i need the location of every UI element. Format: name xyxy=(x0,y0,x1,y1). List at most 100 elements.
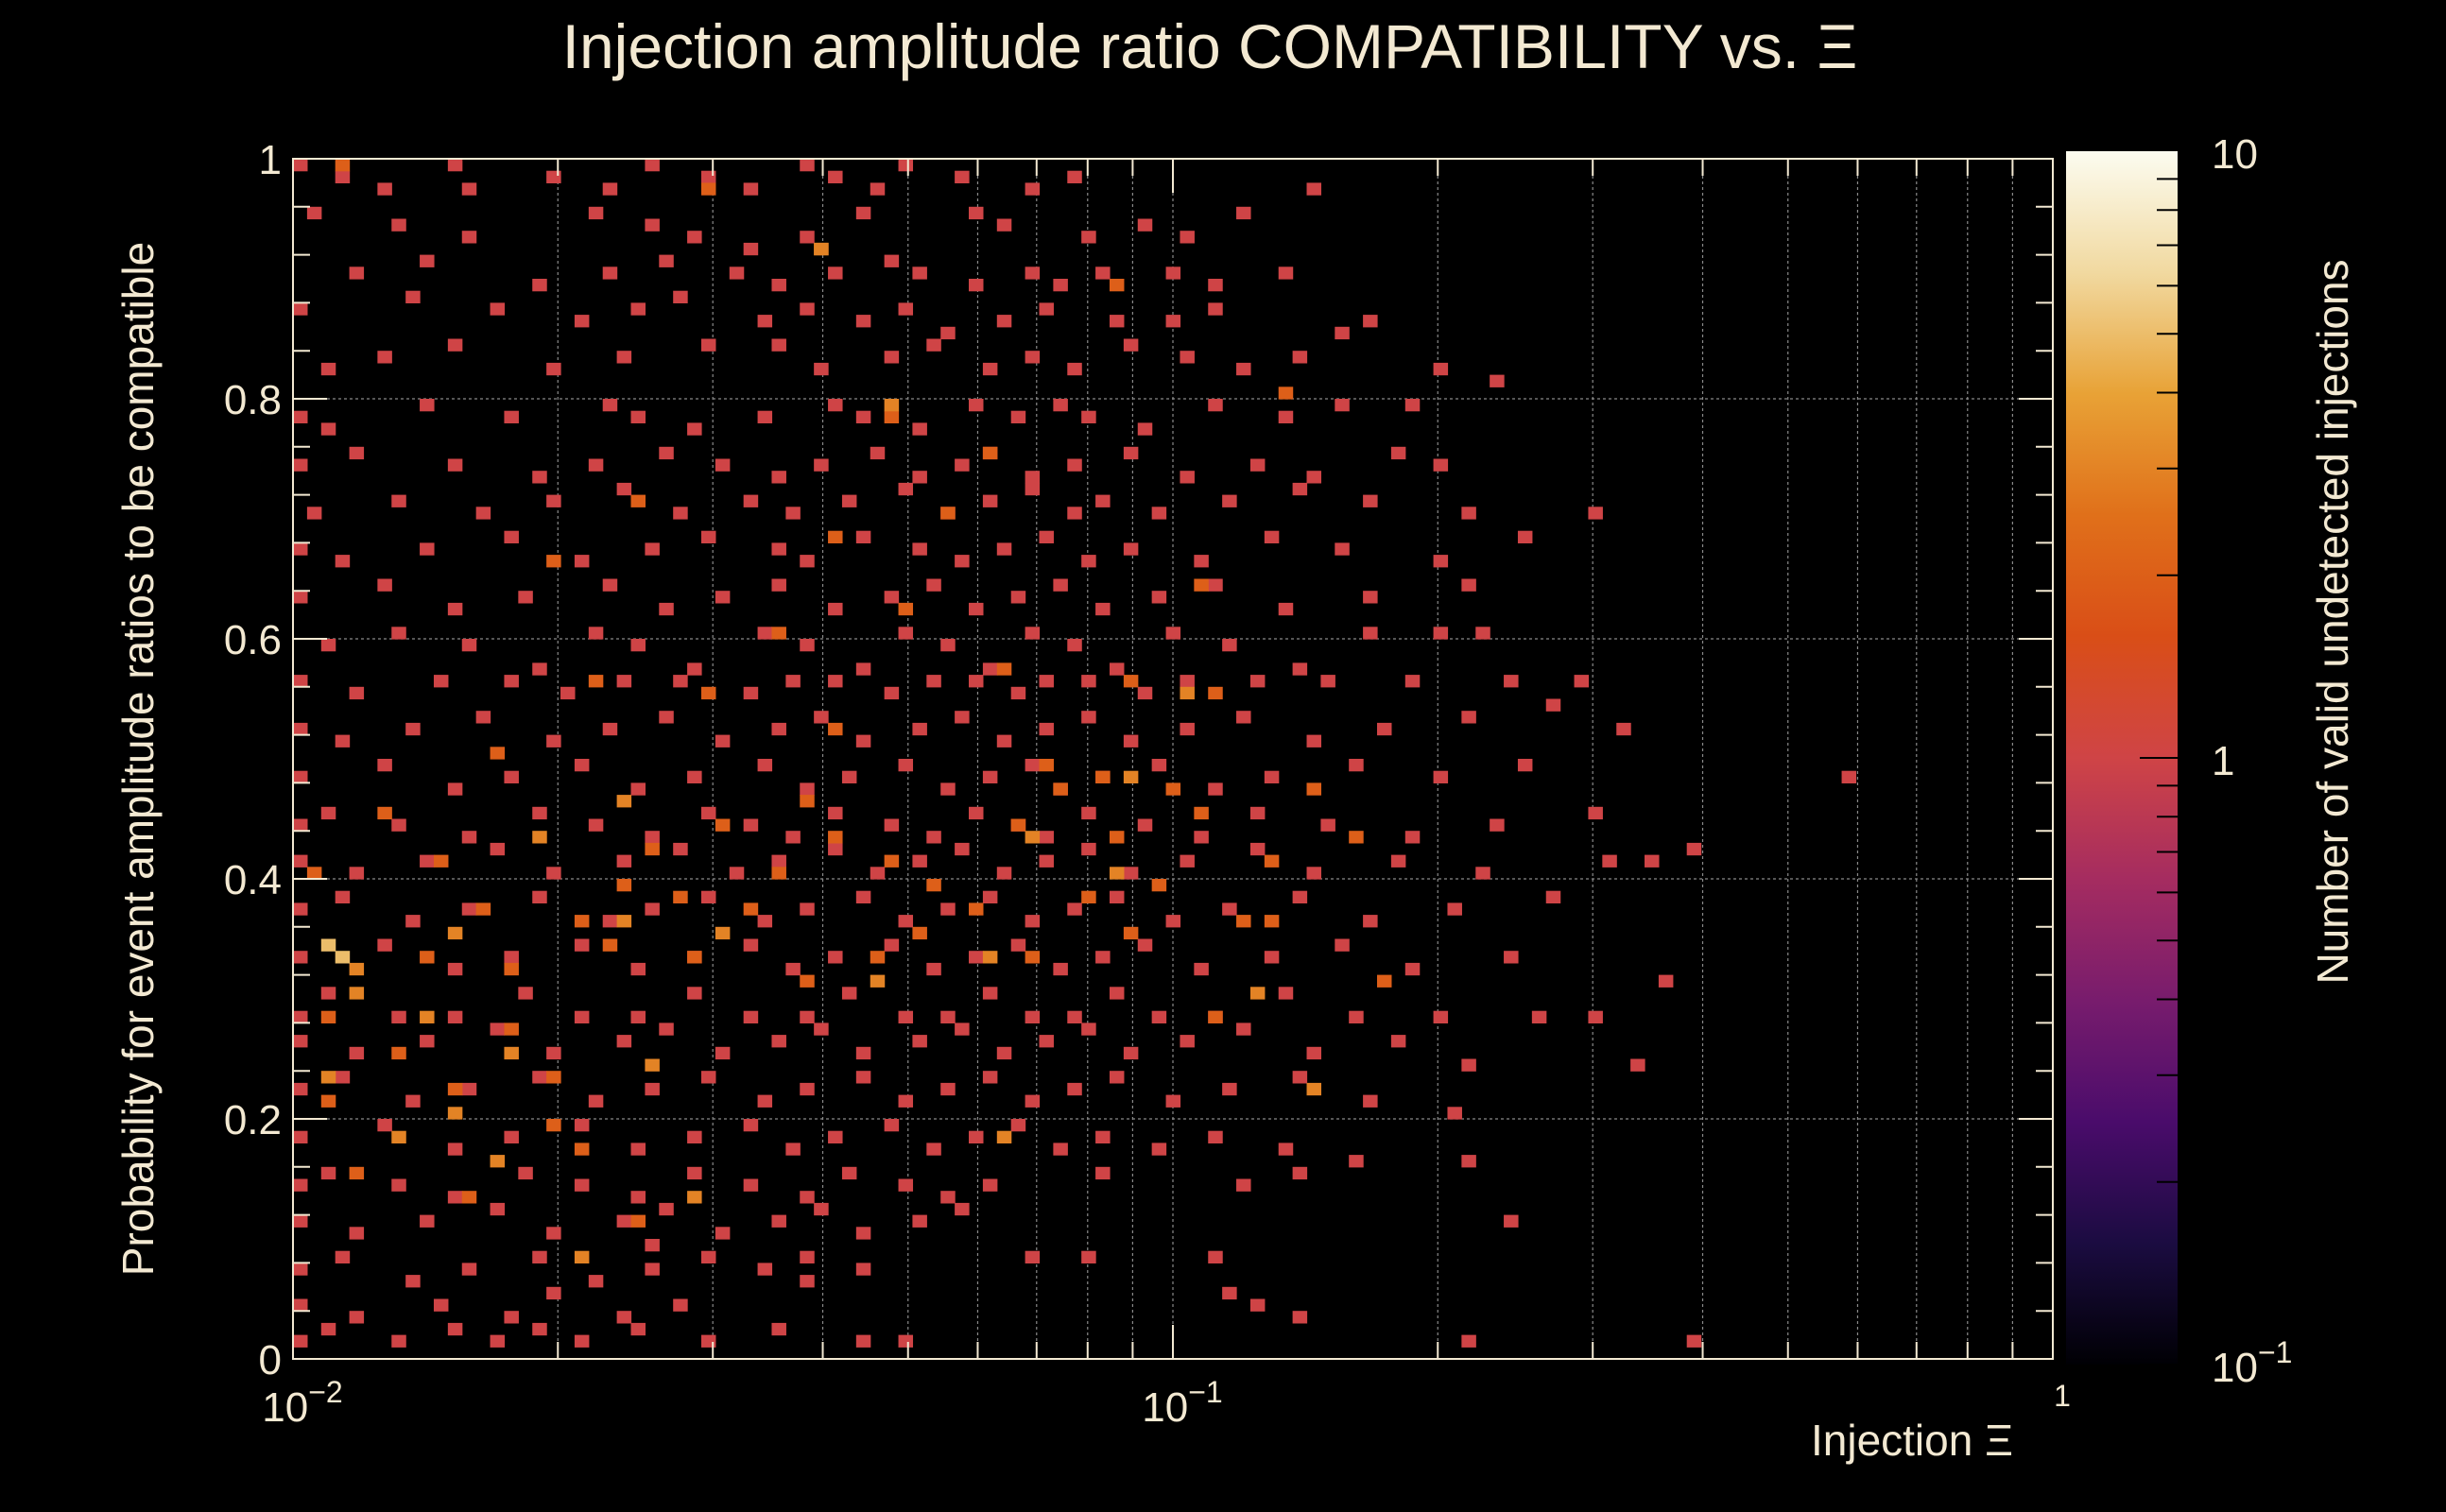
heatmap-cell xyxy=(1588,806,1603,820)
heatmap-cell xyxy=(461,1191,477,1204)
heatmap-cell xyxy=(630,639,646,652)
heatmap-cell xyxy=(532,806,547,820)
heatmap-cell xyxy=(1053,279,1068,292)
heatmap-cell xyxy=(504,1311,519,1324)
heatmap-cell xyxy=(391,1334,406,1348)
heatmap-cell xyxy=(490,1022,506,1036)
heatmap-cell xyxy=(1180,471,1195,484)
heatmap-cell xyxy=(743,686,759,700)
heatmap-cell xyxy=(884,938,900,952)
heatmap-cell xyxy=(771,471,786,484)
heatmap-cell xyxy=(461,1082,477,1096)
heatmap-cell xyxy=(335,890,351,903)
heatmap-cell xyxy=(293,1334,308,1348)
heatmap-cell xyxy=(447,962,463,976)
heatmap-cell xyxy=(700,890,716,903)
heatmap-cell xyxy=(306,206,322,220)
heatmap-cell xyxy=(574,1178,590,1192)
heatmap-cell xyxy=(884,351,900,364)
heatmap-cell xyxy=(320,1166,336,1180)
heatmap-cell xyxy=(1602,854,1617,868)
heatmap-cell xyxy=(1151,1010,1167,1023)
heatmap-cell xyxy=(1081,675,1096,688)
heatmap-cell xyxy=(645,218,660,232)
heatmap-cell xyxy=(1180,722,1195,736)
heatmap-cell xyxy=(771,627,786,640)
heatmap-cell xyxy=(1025,482,1041,496)
heatmap-cell xyxy=(828,831,843,844)
heatmap-cell xyxy=(1236,1178,1251,1192)
heatmap-cell xyxy=(1010,1119,1026,1132)
x-tick-label-exponent: −1 xyxy=(1188,1375,1222,1409)
heatmap-cell xyxy=(1081,555,1096,568)
heatmap-cell xyxy=(1039,302,1054,316)
heatmap-cell xyxy=(490,1202,506,1216)
heatmap-cell xyxy=(969,279,984,292)
heatmap-cell xyxy=(955,842,970,856)
heatmap-cell xyxy=(1363,315,1378,328)
heatmap-cell xyxy=(306,507,322,520)
heatmap-cell xyxy=(969,206,984,220)
heatmap-cells xyxy=(293,159,1857,1348)
heatmap-cell xyxy=(814,1022,829,1036)
heatmap-cell xyxy=(715,1046,731,1060)
heatmap-cell xyxy=(1433,1010,1449,1023)
heatmap-cell xyxy=(293,1178,308,1192)
heatmap-cell xyxy=(293,591,308,604)
heatmap-cell xyxy=(996,1130,1012,1143)
heatmap-cell xyxy=(700,338,716,352)
heatmap-cell xyxy=(349,1046,365,1060)
heatmap-cell xyxy=(645,1239,660,1252)
heatmap-cell xyxy=(673,842,688,856)
heatmap-cell xyxy=(1249,675,1266,688)
heatmap-cell xyxy=(461,639,477,652)
heatmap-cell xyxy=(1278,266,1294,280)
heatmap-cell xyxy=(1249,842,1266,856)
heatmap-cell xyxy=(1194,578,1209,592)
heatmap-cell xyxy=(969,1130,984,1143)
heatmap-cell xyxy=(1404,962,1421,976)
heatmap-cell xyxy=(461,902,477,916)
heatmap-cell xyxy=(1081,842,1096,856)
heatmap-cell xyxy=(687,231,702,244)
heatmap-cell xyxy=(504,1130,519,1143)
heatmap-cell xyxy=(996,218,1012,232)
heatmap-cell xyxy=(616,675,632,688)
heatmap-cell xyxy=(1404,399,1421,412)
heatmap-cell xyxy=(1236,206,1251,220)
heatmap-cell xyxy=(1010,818,1026,832)
heatmap-cell xyxy=(1306,734,1322,747)
heatmap-cell xyxy=(645,1058,660,1072)
heatmap-cell xyxy=(1208,782,1223,796)
heatmap-cell xyxy=(1109,279,1125,292)
heatmap-cell xyxy=(630,302,646,316)
heatmap-cell xyxy=(546,1046,561,1060)
heatmap-cell xyxy=(940,1082,956,1096)
heatmap-cell xyxy=(855,315,871,328)
heatmap-cell xyxy=(1025,951,1041,964)
heatmap-cell xyxy=(955,170,970,183)
heatmap-cell xyxy=(785,507,801,520)
heatmap-cell xyxy=(659,711,674,724)
heatmap-cell xyxy=(996,662,1012,676)
heatmap-cell xyxy=(377,759,392,772)
heatmap-cell xyxy=(1081,711,1096,724)
heatmap-cell xyxy=(405,1094,421,1108)
heatmap-cell xyxy=(616,854,632,868)
colorbar-tick-label-base: 1 xyxy=(2212,738,2234,784)
heatmap-cell xyxy=(293,458,308,472)
heatmap-cell xyxy=(645,159,660,172)
colorbar-tick-label-exponent: −1 xyxy=(2258,1335,2292,1369)
heatmap-cell xyxy=(1306,471,1322,484)
heatmap-cell xyxy=(320,1322,336,1336)
heatmap-cell xyxy=(828,1130,843,1143)
heatmap-cell xyxy=(1504,675,1519,688)
heatmap-cell xyxy=(659,1202,674,1216)
heatmap-cell xyxy=(1404,831,1421,844)
heatmap-cell xyxy=(1630,1058,1645,1072)
heatmap-cell xyxy=(1363,1094,1378,1108)
heatmap-cell xyxy=(532,890,547,903)
heatmap-cell xyxy=(870,951,886,964)
heatmap-cell xyxy=(349,686,365,700)
